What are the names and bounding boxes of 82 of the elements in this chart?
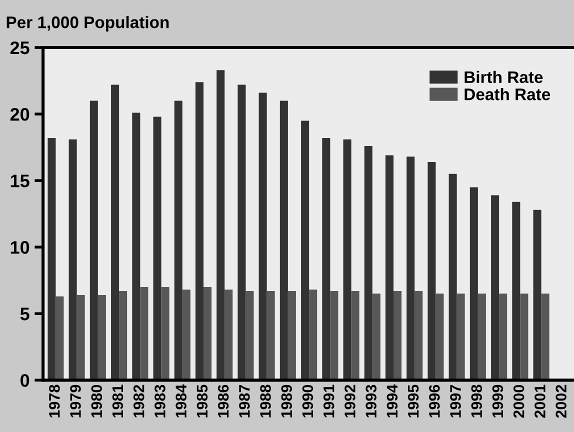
x-tick-label: 1988: [260, 384, 271, 418]
x-tick-label: 1979: [70, 384, 81, 418]
bar: [499, 294, 508, 380]
x-tick-label: 1982: [133, 384, 144, 418]
bar: [541, 294, 550, 380]
y-tick-label: 0: [20, 374, 30, 387]
x-tick-label: 1987: [239, 384, 250, 418]
legend-label: Birth Rate: [464, 70, 543, 84]
x-tick-label: 1994: [386, 384, 398, 418]
bar: [246, 291, 254, 380]
x-tick-label: 1995: [408, 384, 419, 418]
bar: [351, 291, 360, 380]
bar: [153, 116, 162, 380]
bar: [195, 82, 204, 380]
x-tick-label: 2000: [513, 384, 524, 418]
bar: [456, 294, 465, 380]
x-tick-label: 1978: [49, 384, 60, 418]
bar: [140, 287, 148, 380]
x-tick-label: 2002: [556, 384, 566, 418]
bar: [343, 139, 352, 380]
x-tick-label: 1986: [218, 384, 229, 418]
bar: [372, 294, 380, 380]
x-tick-label: 1981: [112, 384, 124, 418]
bar: [68, 139, 77, 380]
y-tick-label: 10: [10, 241, 30, 254]
y-tick-label: 5: [20, 308, 30, 320]
bar: [448, 174, 457, 380]
x-tick-label: 1989: [281, 384, 292, 418]
bar: [266, 291, 275, 380]
bar: [394, 291, 402, 380]
x-tick-label: 1984: [176, 384, 186, 418]
bar: [301, 120, 310, 380]
bar: [182, 290, 190, 380]
bar: [478, 294, 486, 380]
bar: [512, 202, 520, 380]
bar: [414, 291, 423, 380]
bar: [216, 70, 225, 380]
bar: [533, 210, 542, 380]
bar: [385, 155, 394, 380]
bar: [288, 291, 296, 380]
x-tick-label: 1998: [471, 384, 482, 418]
x-tick-label: 1980: [91, 384, 102, 418]
chart-title: Per 1,000 Population: [6, 16, 169, 32]
bar: [76, 295, 85, 380]
x-tick-label: 1997: [450, 384, 461, 418]
bar: [406, 156, 415, 380]
y-tick-label: 25: [10, 41, 30, 54]
bar: [520, 294, 528, 380]
bar: [203, 287, 212, 380]
x-tick-label: 1991: [323, 384, 334, 418]
bar: [330, 291, 338, 380]
bar: [111, 84, 120, 380]
bar: [161, 287, 170, 380]
legend-label: Death Rate: [464, 88, 550, 100]
bar: [491, 195, 500, 380]
x-tick-label: 2001: [534, 384, 546, 418]
x-tick-label: 1993: [366, 384, 377, 418]
bar: [90, 100, 98, 380]
bar: [309, 290, 318, 380]
bar: [322, 138, 330, 380]
bar: [56, 296, 64, 380]
x-tick-label: 1990: [302, 384, 314, 418]
y-tick-label: 20: [10, 108, 30, 121]
bar: [428, 162, 436, 380]
bar: [98, 295, 106, 380]
bar: [238, 84, 246, 380]
bar: [364, 146, 372, 380]
bar: [174, 100, 182, 380]
x-tick-label: 1983: [154, 384, 166, 418]
bar: [119, 291, 128, 380]
bar: [132, 112, 140, 380]
bar: [470, 187, 478, 380]
x-tick-label: 1999: [492, 384, 504, 418]
y-tick-label: 15: [10, 174, 30, 188]
x-tick-label: 1996: [429, 384, 440, 418]
bar: [280, 100, 288, 380]
bar: [258, 92, 267, 380]
bar: [224, 290, 233, 380]
bar: [48, 138, 56, 380]
x-tick-label: 1992: [344, 384, 356, 418]
bar: [436, 294, 444, 380]
x-tick-label: 1985: [196, 384, 208, 418]
